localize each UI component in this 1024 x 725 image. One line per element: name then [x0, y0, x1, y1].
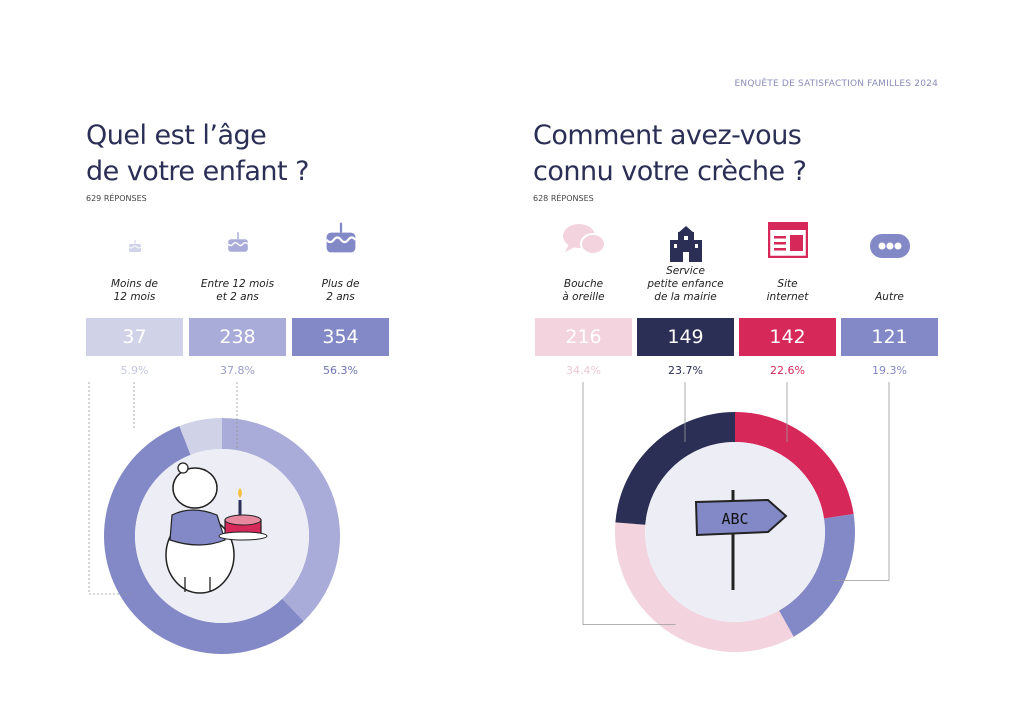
donut-slice-1-2	[735, 412, 854, 519]
label-line: Site	[777, 278, 798, 290]
category-1-1: Service petite enfance de la mairie 149 23.7…	[637, 226, 734, 378]
connector-line	[833, 382, 890, 581]
value-box: 121	[841, 318, 938, 356]
percent-label: 19.3%	[872, 364, 907, 377]
percent-label: 56.3%	[323, 364, 358, 377]
label-line: Plus de	[321, 278, 360, 290]
category-label: Service petite enfance de la mairie	[637, 265, 734, 304]
cake-small-icon	[125, 235, 145, 259]
percent-label: 23.7%	[668, 364, 703, 377]
label-line: petite enfance	[647, 278, 724, 290]
label-line: et 2 ans	[216, 291, 259, 303]
category-label: Entre 12 mois et 2 ans	[189, 278, 286, 304]
label-line: Autre	[875, 291, 904, 303]
value-box: 354	[292, 318, 389, 356]
category-1-3: Autre 121 19.3%	[841, 234, 938, 378]
bear-with-cake-illustration	[165, 462, 268, 594]
label-line: Moins de	[111, 278, 158, 290]
value-box: 142	[739, 318, 836, 356]
age-title: Quel est l’âge de votre enfant ?	[86, 120, 310, 187]
cake-medium-icon	[224, 228, 252, 260]
category-0-1: Entre 12 mois et 2 ans 238 37.8%	[189, 232, 286, 378]
town-hall-icon	[668, 224, 704, 266]
value-box: 238	[189, 318, 286, 356]
label-line: Entre 12 mois	[200, 278, 275, 290]
category-label: Plus de 2 ans	[292, 278, 389, 304]
cake-large-icon	[323, 220, 359, 260]
percent-label: 22.6%	[770, 364, 805, 377]
category-0-0: Moins de 12 mois 37 5.9%	[86, 240, 183, 378]
percent-label: 37.8%	[220, 364, 255, 377]
speech-bubbles-icon	[561, 222, 607, 262]
donut-slice-1-3	[778, 514, 855, 637]
category-1-0: Bouche à oreille 216 34.4%	[535, 224, 632, 378]
category-0-2: Plus de 2 ans 354 56.3%	[292, 222, 389, 378]
sign-text: ABC	[721, 510, 748, 528]
category-1-2: Site internet 142 22.6%	[739, 221, 836, 378]
donut-slice-0-0	[179, 418, 222, 455]
source-responses: 628 RÉPONSES	[533, 194, 594, 203]
label-line: 12 mois	[113, 291, 156, 303]
donut-slice-0-2	[104, 425, 304, 654]
percent-label: 5.9%	[120, 364, 149, 377]
label-line: internet	[766, 291, 809, 303]
label-line: Bouche	[563, 278, 604, 290]
source-title: Comment avez-vous connu votre crèche ?	[533, 120, 807, 187]
label-line: 2 ans	[326, 291, 355, 303]
value-box: 149	[637, 318, 734, 356]
value-box: 37	[86, 318, 183, 356]
category-label: Bouche à oreille	[535, 278, 632, 304]
connector-line	[582, 382, 676, 625]
abc-signpost-illustration	[694, 490, 788, 590]
more-icon	[869, 234, 910, 262]
label-line: à oreille	[562, 291, 605, 303]
report-header: ENQUÊTE DE SATISFACTION FAMILLES 2024	[734, 79, 938, 89]
age-responses: 629 RÉPONSES	[86, 194, 147, 203]
website-icon	[767, 221, 808, 262]
percent-label: 34.4%	[566, 364, 601, 377]
category-label: Site internet	[739, 278, 836, 304]
label-line: Service	[666, 265, 705, 277]
category-label: Moins de 12 mois	[86, 278, 183, 304]
category-label: Autre	[841, 291, 938, 304]
donut-slice-1-1	[615, 412, 735, 525]
donut-slice-1-0	[614, 522, 794, 653]
value-box: 216	[535, 318, 632, 356]
donut-slice-0-1	[222, 418, 340, 622]
label-line: de la mairie	[654, 291, 717, 303]
